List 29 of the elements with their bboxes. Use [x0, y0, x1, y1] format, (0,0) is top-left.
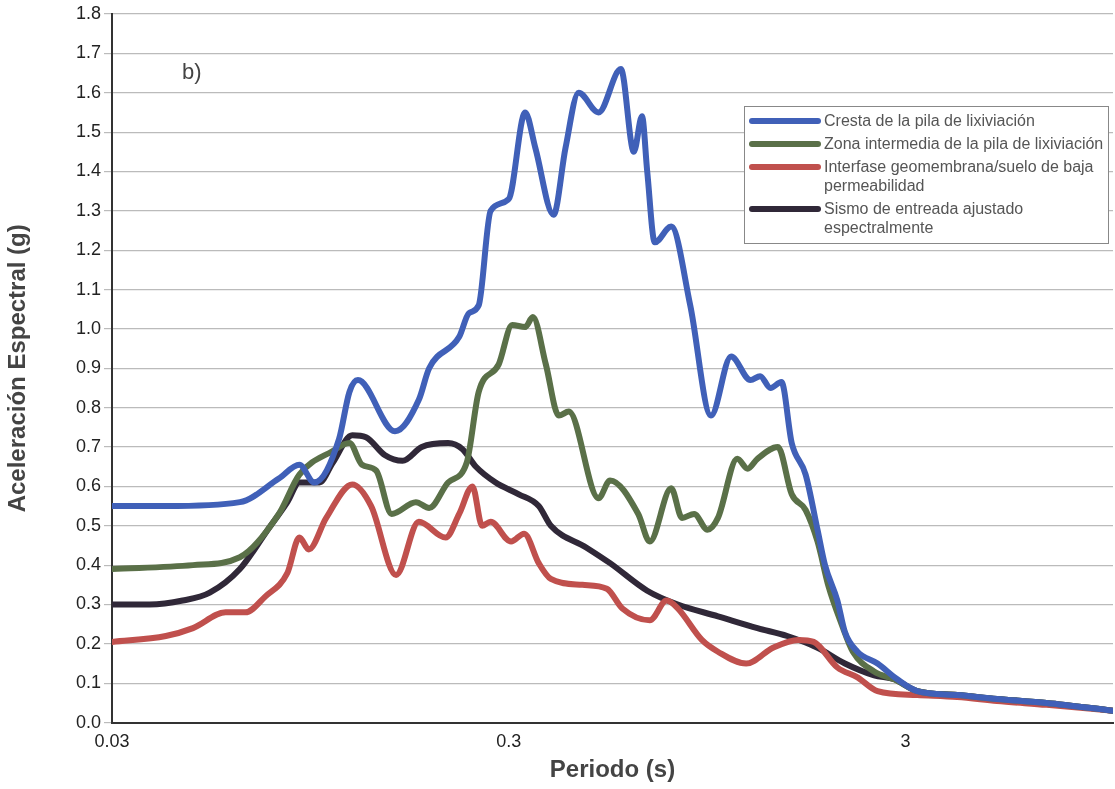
legend-label: Sismo de entreada ajustado espectralmente	[824, 199, 1025, 237]
y-tick-label: 0.0	[75, 711, 101, 732]
y-tick-label: 0.7	[75, 436, 101, 456]
x-axis-title: Periodo (s)	[549, 755, 676, 783]
y-tick-label: 0.8	[75, 396, 101, 417]
y-axis-title: Aceleración Espectral (g)	[3, 224, 31, 513]
y-tick-label: 0.4	[75, 554, 101, 575]
y-tick-label: 0.6	[75, 475, 101, 496]
y-tick-label: 1.0	[75, 317, 101, 338]
x-tick-label: 3	[900, 731, 911, 752]
y-tick-label: 0.1	[75, 672, 101, 693]
y-tick-label: 1.7	[75, 42, 101, 63]
x-tick-label: 0.3	[496, 731, 522, 752]
y-tick-label: 0.3	[75, 593, 101, 614]
y-tick-label: 1.3	[75, 199, 101, 220]
annotation: b)	[182, 59, 202, 85]
y-tick-label: 1.6	[75, 81, 101, 102]
y-tick-label: 0.5	[75, 514, 101, 535]
x-tick-label: 0.03	[94, 731, 130, 752]
y-tick-label: 0.2	[75, 632, 101, 653]
legend-label: Interfase geomembrana/suelo de baja permeabilidad	[824, 157, 1095, 195]
y-tick-label: 1.1	[75, 278, 101, 299]
legend-label: Zona intermedia de la pila de lixiviación	[824, 134, 1104, 153]
y-tick-label: 1.4	[75, 160, 101, 181]
legend-label: Cresta de la pila de lixiviación	[824, 111, 1036, 130]
y-tick-label: 1.5	[75, 121, 101, 142]
y-tick-label: 1.8	[75, 2, 101, 23]
y-tick-label: 1.2	[75, 239, 101, 260]
y-tick-label: 0.9	[75, 357, 101, 378]
